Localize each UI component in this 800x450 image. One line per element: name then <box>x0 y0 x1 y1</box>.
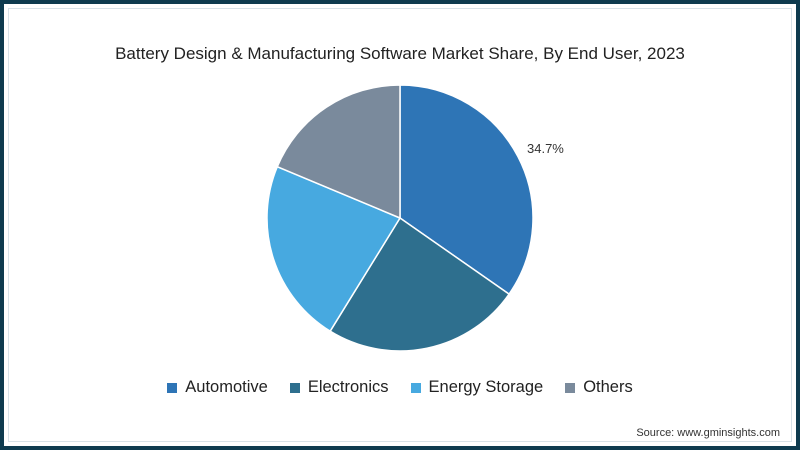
chart-title: Battery Design & Manufacturing Software … <box>115 44 685 63</box>
legend: Automotive Electronics Energy Storage Ot… <box>0 378 800 397</box>
legend-item-others: Others <box>565 378 633 397</box>
pie-slice-others <box>276 84 401 220</box>
legend-item-energy-storage: Energy Storage <box>410 378 544 397</box>
legend-item-automotive: Automotive <box>167 378 268 397</box>
source-note: Source: www.gminsights.com <box>636 427 780 439</box>
legend-swatch-energy-storage <box>410 382 421 393</box>
frame-inner-border <box>8 8 792 442</box>
legend-swatch-others <box>565 382 576 393</box>
pie-slice-energy-storage <box>266 165 402 333</box>
legend-item-electronics: Electronics <box>289 378 389 397</box>
legend-label: Energy Storage <box>428 378 544 396</box>
legend-swatch-automotive <box>167 382 178 393</box>
pie-slice-electronics <box>329 216 511 352</box>
pie-slice-automotive <box>399 84 534 296</box>
data-label-automotive: 34.7% <box>527 141 564 156</box>
legend-swatch-electronics <box>289 382 300 393</box>
legend-label: Electronics <box>307 378 389 396</box>
legend-label: Automotive <box>185 378 268 396</box>
legend-label: Others <box>583 378 633 396</box>
